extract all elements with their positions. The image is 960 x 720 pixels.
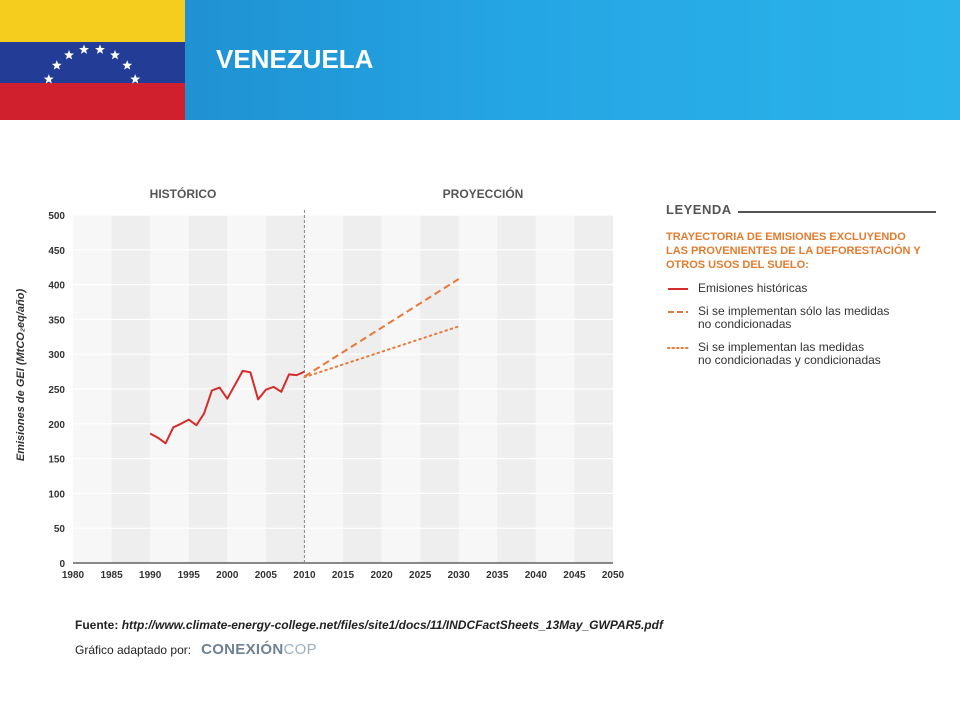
y-tick-label: 300 (48, 350, 65, 361)
x-tick-label: 2035 (486, 570, 509, 581)
source-label: Fuente: (75, 618, 119, 632)
x-tick-label: 2015 (332, 570, 355, 581)
legend-subtitle-line: TRAYECTORIA DE EMISIONES EXCLUYENDO (666, 231, 906, 243)
source-url: http://www.climate-energy-college.net/fi… (121, 618, 663, 632)
legend-item-condicionadas: Si se implementan las medidas no condici… (666, 341, 936, 367)
x-tick-label: 1985 (100, 570, 123, 581)
legend-subtitle-line: OTROS USOS DEL SUELO: (666, 259, 809, 271)
dotted-line-swatch-icon (667, 347, 689, 349)
star-icon (43, 74, 54, 84)
dashed-line-swatch-icon (668, 311, 688, 313)
legend-item-label: Si se implementan las medidas (698, 340, 865, 354)
y-tick-label: 450 (48, 246, 65, 257)
x-tick-label: 2040 (525, 570, 548, 581)
y-tick-label: 100 (48, 489, 65, 500)
conexioncop-logo: CONEXIÓNCOP (201, 641, 317, 658)
series-no-condicionadas (303, 278, 460, 378)
x-tick-label: 2020 (370, 570, 393, 581)
legend-item-label: Emisiones históricas (698, 281, 808, 295)
y-tick-label: 0 (59, 559, 65, 570)
star-icon (110, 49, 120, 60)
y-tick-label: 400 (48, 281, 65, 292)
y-tick-label: 350 (48, 315, 65, 326)
star-icon (51, 60, 62, 70)
legend-subtitle: TRAYECTORIA DE EMISIONES EXCLUYENDO LAS … (666, 230, 936, 272)
y-tick-label: 500 (48, 211, 65, 222)
emissions-chart: 0 50 100 150 200 250 300 350 400 450 500 1980 1985 19… (15, 186, 625, 581)
page-title: VENEZUELA (216, 44, 374, 74)
legend-item-no-condicionadas: Si se implementan sólo las medidas no co… (666, 305, 936, 331)
star-icon (79, 44, 89, 54)
x-tick-label: 1980 (62, 570, 85, 581)
y-axis-label: Emisiones de GEI (MtCO₂eq/año) (15, 289, 27, 462)
solid-line-swatch-icon (668, 288, 688, 290)
x-tick-label: 2045 (563, 570, 586, 581)
legend: LEYENDA TRAYECTORIA DE EMISIONES EXCLUYE… (666, 202, 936, 367)
y-tick-label: 250 (48, 385, 65, 396)
x-tick-label: 2000 (216, 570, 239, 581)
legend-item-label: no condicionadas y condicionadas (698, 353, 881, 367)
x-tick-label: 2025 (409, 570, 432, 581)
adapted-label: Gráfico adaptado por: (75, 642, 192, 657)
section-label-proyeccion: PROYECCIÓN (443, 186, 524, 201)
star-icon (122, 60, 133, 70)
x-tick-label: 2010 (293, 570, 316, 581)
x-tick-label: 2005 (255, 570, 278, 581)
x-tick-label: 1995 (178, 570, 201, 581)
star-icon (130, 74, 141, 84)
x-tick-label: 2030 (448, 570, 471, 581)
legend-subtitle-line: LAS PROVENIENTES DE LA DEFORESTACIÓN Y (666, 245, 921, 257)
legend-item-label: Si se implementan sólo las medidas (698, 304, 890, 318)
legend-divider (737, 210, 936, 213)
section-label-historico: HISTÓRICO (150, 186, 217, 201)
legend-title: LEYENDA (666, 202, 732, 217)
legend-item-label: no condicionadas (698, 317, 792, 331)
adapted-note: Gráfico adaptado por: CONEXIÓNCOP (75, 641, 317, 658)
header-banner: VENEZUELA (0, 0, 960, 120)
legend-item-historicas: Emisiones históricas (666, 282, 936, 295)
venezuela-flag-icon (0, 0, 185, 120)
star-icon (95, 44, 105, 54)
x-tick-label: 2050 (602, 570, 625, 581)
y-tick-label: 150 (48, 455, 65, 466)
x-tick-label: 1990 (139, 570, 162, 581)
legend-header: LEYENDA (666, 202, 936, 217)
y-tick-label: 200 (48, 420, 65, 431)
series-condicionadas (303, 325, 460, 379)
source-note: Fuente: http://www.climate-energy-colleg… (75, 618, 663, 632)
series-historicas (149, 369, 305, 445)
y-tick-label: 50 (54, 524, 66, 535)
star-icon (64, 49, 74, 60)
